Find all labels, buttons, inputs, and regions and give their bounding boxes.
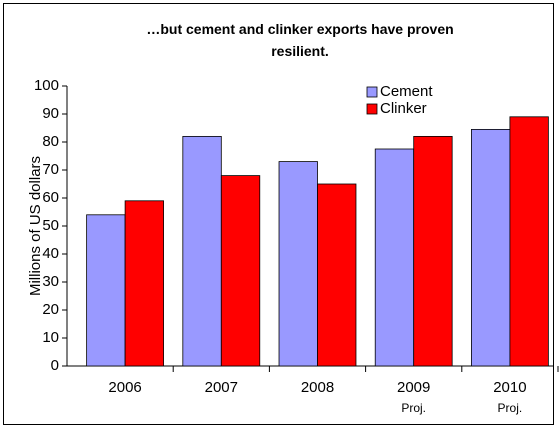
bar [374, 148, 415, 367]
bar [317, 183, 357, 367]
bar [509, 116, 549, 367]
y-tick-label: 90 [42, 105, 59, 122]
x-tick-note: Proj. [498, 401, 523, 415]
x-tick-note: Proj. [401, 401, 426, 415]
chart-title: …but cement and clinker exports have pro… [146, 21, 453, 59]
y-tick-label: 50 [42, 217, 59, 234]
y-tick-label: 70 [42, 161, 59, 178]
chart-frame [3, 3, 554, 425]
legend-swatch [366, 86, 378, 98]
x-tick-label: 2010 [493, 379, 526, 396]
y-tick-label: 100 [34, 77, 59, 94]
bar [471, 128, 511, 367]
y-tick-label: 30 [42, 273, 59, 290]
legend-label: Cement [380, 83, 433, 100]
y-tick-label: 20 [42, 301, 59, 318]
y-tick-label: 0 [51, 357, 59, 374]
x-tick-label: 2009 [397, 379, 430, 396]
y-tick-label: 60 [42, 189, 59, 206]
bar [278, 161, 318, 367]
legend-label: Clinker [380, 100, 427, 117]
y-tick-label: 40 [42, 245, 59, 262]
x-tick-label: 2006 [108, 379, 141, 396]
bar [182, 135, 222, 367]
y-axis-label: Millions of US dollars [27, 156, 44, 296]
bar [124, 200, 164, 367]
bar [220, 175, 261, 367]
legend-swatch [366, 103, 378, 115]
x-tick-label: 2007 [205, 379, 238, 396]
x-tick-label: 2008 [301, 379, 334, 396]
y-tick-label: 10 [42, 329, 59, 346]
bar [86, 214, 126, 367]
bar [413, 135, 453, 367]
y-tick-label: 80 [42, 133, 59, 150]
